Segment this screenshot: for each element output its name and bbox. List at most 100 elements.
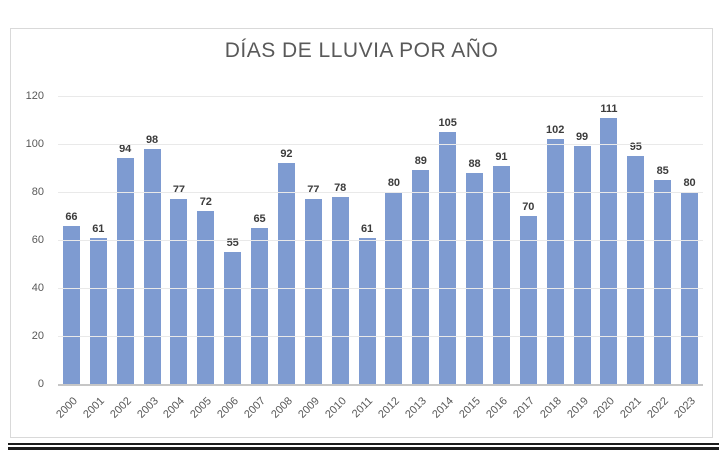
x-tick-label: 2014 (430, 395, 457, 421)
bar-value-label: 91 (495, 151, 508, 163)
x-tick-label: 2006 (215, 395, 242, 421)
bar[interactable] (89, 238, 107, 384)
x-tick-label: 2023 (672, 395, 699, 421)
x-tick-label: 2005 (188, 395, 215, 421)
x-category: 2017 (511, 388, 542, 440)
x-category: 2022 (645, 388, 676, 440)
x-tick-label: 2020 (591, 395, 618, 421)
bar[interactable] (304, 199, 322, 384)
x-tick-label: 2018 (537, 395, 564, 421)
bar-column: 77 (166, 96, 193, 384)
x-category: 2012 (377, 388, 408, 440)
bar[interactable] (358, 238, 376, 384)
chart[interactable]: DÍAS DE LLUVIA POR AÑO 66 61 94 98 77 72 55 65 9… (10, 28, 713, 438)
bars: 66 61 94 98 77 72 55 65 92 77 78 61 80 89 105 88 91 70 102… (58, 96, 703, 384)
y-tick-label: 60 (31, 234, 44, 246)
bar-value-label: 102 (546, 124, 565, 136)
bar-value-label: 72 (199, 196, 212, 208)
x-category: 2021 (618, 388, 649, 440)
x-category: 2009 (296, 388, 327, 440)
bar-column: 88 (461, 96, 488, 384)
x-tick-label: 2010 (322, 395, 349, 421)
bar[interactable] (412, 170, 430, 384)
x-category: 2011 (350, 388, 381, 440)
bar[interactable] (627, 156, 645, 384)
bar[interactable] (600, 118, 618, 384)
bar-column: 98 (139, 96, 166, 384)
bar[interactable] (466, 173, 484, 384)
y-tick-label: 100 (25, 138, 44, 150)
x-category: 2007 (242, 388, 273, 440)
x-tick-label: 2007 (242, 395, 269, 421)
bar-column: 85 (649, 96, 676, 384)
bar[interactable] (546, 139, 564, 384)
bar-value-label: 66 (65, 211, 78, 223)
gridline (58, 96, 703, 97)
x-category: 2001 (81, 388, 112, 440)
gridline (58, 336, 703, 337)
x-tick-label: 2008 (269, 395, 295, 421)
bar-value-label: 78 (334, 182, 347, 194)
bar-column: 91 (488, 96, 515, 384)
x-tick-label: 2022 (645, 395, 672, 421)
bar[interactable] (654, 180, 672, 384)
bar-column: 61 (354, 96, 381, 384)
chart-title: DÍAS DE LLUVIA POR AÑO (224, 39, 499, 62)
bar[interactable] (116, 158, 134, 384)
bar[interactable] (331, 197, 349, 384)
gridline (58, 192, 703, 193)
bar[interactable] (277, 163, 295, 384)
bar-column: 89 (407, 96, 434, 384)
bar-value-label: 85 (656, 165, 669, 177)
bar-value-label: 80 (387, 177, 401, 189)
bar-value-label: 105 (438, 117, 457, 129)
bar-column: 66 (58, 96, 85, 384)
bar-value-label: 77 (172, 184, 186, 196)
x-category: 2013 (403, 388, 434, 440)
bar[interactable] (62, 226, 80, 384)
x-category: 2018 (538, 388, 569, 440)
x-axis-labels: 2000 2001 2002 2003 2004 2005 2006 2007 2008 2009… (54, 388, 703, 440)
x-category: 2004 (162, 388, 193, 440)
bar[interactable] (519, 216, 537, 384)
x-tick-label: 2012 (376, 395, 403, 421)
x-category: 2006 (215, 388, 246, 440)
x-tick-label: 2021 (618, 395, 645, 421)
x-tick-label: 2009 (295, 395, 322, 421)
bar[interactable] (143, 149, 161, 384)
bar-value-label: 77 (307, 184, 320, 196)
x-tick-label: 2002 (107, 395, 134, 421)
bar[interactable] (197, 211, 215, 384)
x-category: 2020 (592, 388, 623, 440)
bar[interactable] (439, 132, 457, 384)
bar-column: 70 (515, 96, 542, 384)
x-tick-label: 2017 (510, 395, 537, 421)
y-tick-label: 20 (31, 330, 44, 342)
bar-value-label: 111 (600, 103, 618, 115)
bar-value-label: 89 (414, 155, 427, 167)
x-tick-label: 2001 (80, 395, 107, 421)
bar-column: 94 (112, 96, 139, 384)
bottom-double-rule (8, 443, 719, 450)
y-tick-label: 120 (25, 90, 44, 102)
x-category: 2010 (323, 388, 354, 440)
bar-column: 102 (542, 96, 569, 384)
bar[interactable] (170, 199, 188, 384)
bar[interactable] (573, 146, 591, 384)
x-tick-label: 2015 (457, 395, 484, 421)
bar-value-label: 61 (360, 223, 374, 235)
bar-column: 72 (192, 96, 219, 384)
bar-value-label: 94 (119, 143, 132, 155)
bar-column: 61 (85, 96, 112, 384)
x-category: 2014 (430, 388, 461, 440)
y-tick-label: 40 (31, 282, 44, 294)
bar[interactable] (224, 252, 242, 384)
bar-value-label: 55 (226, 237, 239, 249)
bar-column: 99 (569, 96, 596, 384)
x-tick-label: 2011 (350, 395, 376, 421)
bar[interactable] (492, 166, 510, 384)
bar-column: 77 (300, 96, 327, 384)
x-tick-label: 2016 (484, 395, 510, 421)
bar-value-label: 88 (468, 158, 481, 170)
bar[interactable] (251, 228, 269, 384)
